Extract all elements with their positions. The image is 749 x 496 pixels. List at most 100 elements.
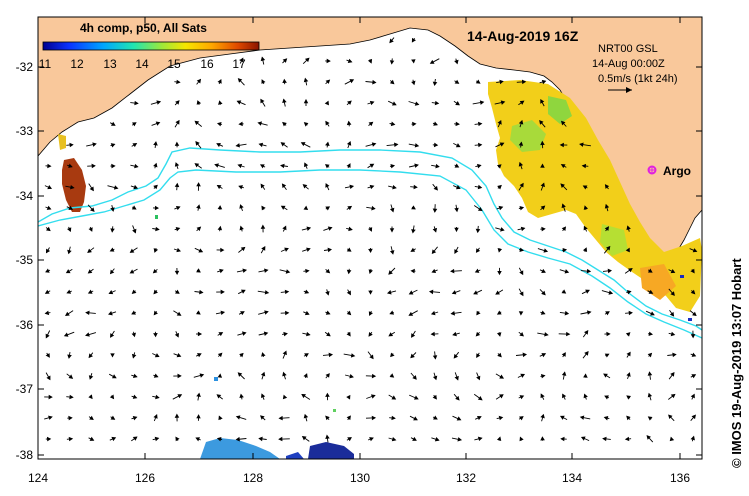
current-vector-head (670, 269, 676, 274)
current-vector-head (131, 289, 137, 295)
current-vector-head (175, 206, 181, 211)
current-vector-head (370, 394, 376, 399)
current-vector-head (540, 413, 545, 419)
current-vector-head (496, 310, 502, 315)
current-vector-head (647, 416, 653, 421)
current-vector-head (647, 371, 653, 376)
current-vector-head (45, 226, 51, 232)
y-tick-label: -35 (16, 253, 34, 267)
colorbar-tick: 11 (39, 57, 52, 71)
current-vector-head (369, 184, 375, 190)
x-tick-label: 130 (350, 471, 370, 485)
sst-patch-east-green-2 (548, 96, 572, 124)
current-vector-head (283, 331, 288, 337)
current-vector-head (368, 290, 373, 295)
current-vector-head (559, 142, 564, 148)
current-vector-head (561, 203, 566, 209)
current-vector-head (372, 79, 377, 85)
current-vector-head (220, 289, 225, 295)
current-vector-head (389, 228, 395, 233)
current-vector-head (411, 80, 416, 86)
current-vector-head (625, 247, 630, 253)
current-vector-head (68, 415, 73, 421)
current-vector-head (455, 395, 460, 401)
current-vector-head (540, 310, 546, 315)
current-vector-head (196, 226, 202, 232)
current-vector-head (325, 141, 330, 147)
current-vector-head (45, 353, 50, 358)
current-vector-head (69, 394, 74, 400)
current-vector-head (476, 375, 481, 381)
current-vector-head (346, 290, 351, 296)
current-vector-head (65, 269, 71, 274)
sst-patch-west (62, 158, 86, 212)
current-vector-head (628, 310, 633, 316)
current-vector-head (690, 289, 696, 295)
current-vector-head (585, 289, 590, 294)
current-vector-head (603, 416, 609, 421)
current-vector-head (495, 290, 500, 295)
current-vector-head (410, 353, 415, 359)
current-vector-head (411, 59, 416, 64)
current-vector-head (347, 437, 352, 442)
current-vector-head (325, 415, 330, 421)
current-vector-head (199, 373, 205, 378)
current-vector-head (239, 352, 244, 358)
current-vector-head (433, 415, 438, 420)
current-vector-head (220, 310, 226, 316)
current-vector-head (413, 395, 419, 400)
current-vector-head (285, 310, 290, 316)
current-vector-head (327, 226, 333, 231)
current-vector-head (303, 122, 309, 127)
current-vector-head (411, 333, 416, 338)
current-vector-head (583, 393, 588, 399)
current-vector-head (217, 225, 223, 231)
current-vector-head (261, 393, 266, 398)
current-vector-head (432, 355, 438, 360)
current-vector-head (670, 331, 676, 337)
current-vector-head (540, 163, 545, 168)
current-vector-head (540, 205, 546, 210)
current-vector-head (132, 394, 138, 399)
current-vector-head (196, 78, 202, 84)
current-vector-head (175, 119, 180, 125)
current-vector-head (690, 393, 695, 399)
current-vector-head (562, 247, 568, 253)
current-vector-head (646, 435, 651, 440)
current-vector-head (196, 414, 201, 419)
current-vector-head (325, 434, 330, 440)
colorbar-gradient (42, 41, 260, 51)
current-vector-head (305, 268, 310, 274)
current-vector-head (154, 436, 160, 442)
current-vector-head (85, 332, 90, 337)
current-vector-head (239, 57, 244, 63)
current-vector-head (368, 311, 373, 316)
current-vector-head (346, 247, 352, 252)
current-vector-head (237, 78, 243, 83)
current-vector-head (217, 352, 223, 358)
current-vector-head (586, 310, 592, 315)
sst-patch-east-green-1 (510, 120, 546, 152)
current-vector-head (66, 289, 72, 294)
current-vector-head (280, 205, 286, 210)
current-vector-head (561, 226, 567, 232)
colorbar: 4h comp, p50, All Sats 11 12 13 14 15 16… (39, 21, 260, 71)
current-vector-head (433, 121, 438, 126)
current-vector-head (433, 142, 439, 148)
current-vector-head (496, 436, 502, 442)
current-vector-head (455, 143, 461, 148)
axis-ticks (37, 17, 702, 459)
current-vector-head (278, 436, 283, 442)
current-vector-head (669, 311, 675, 317)
current-vector-head (650, 311, 655, 316)
sst-speck-4 (680, 275, 684, 278)
current-vector-head (647, 352, 653, 358)
current-vector-head (584, 330, 589, 335)
current-vector-head (626, 225, 631, 231)
current-vector-head (110, 121, 116, 126)
current-vector-head (218, 332, 224, 337)
colorbar-tick: 14 (135, 57, 149, 71)
current-vector-head (257, 121, 262, 126)
current-vector-head (237, 163, 243, 169)
current-vector-head (237, 372, 243, 377)
